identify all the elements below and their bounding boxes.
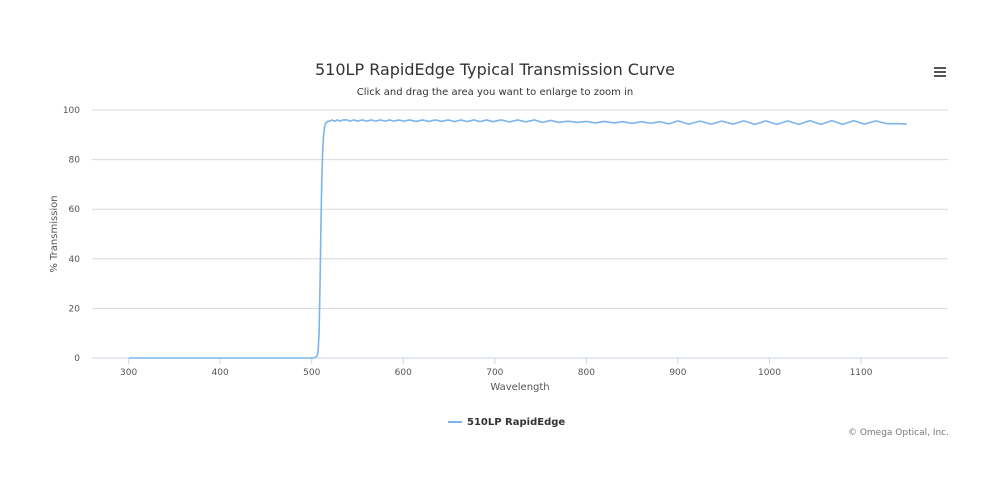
chart-title: 510LP RapidEdge Typical Transmission Cur… — [315, 60, 675, 79]
y-tick-label: 0 — [74, 354, 80, 364]
x-tick-label: 1000 — [758, 368, 781, 378]
credits-link[interactable]: © Omega Optical, Inc. — [847, 428, 949, 438]
y-tick-label: 80 — [69, 156, 81, 166]
y-tick-label: 20 — [69, 304, 81, 314]
y-tick-label: 100 — [63, 106, 80, 116]
series-group — [128, 119, 907, 359]
x-tick-label: 400 — [212, 368, 229, 378]
axes: 0 20 40 60 80 100 300 400 500 600 700 800 900 1000 110… — [63, 106, 948, 378]
x-tick-label: 700 — [486, 368, 503, 378]
x-tick-label: 900 — [669, 368, 686, 378]
x-tick-label: 500 — [303, 368, 320, 378]
x-tick-label: 800 — [578, 368, 595, 378]
x-axis-title: Wavelength — [490, 382, 549, 393]
x-tick-label: 600 — [395, 368, 412, 378]
x-tick-label: 1100 — [850, 368, 873, 378]
legend-label: 510LP RapidEdge — [467, 416, 566, 428]
chart-subtitle: Click and drag the area you want to enla… — [356, 87, 634, 98]
hamburger-menu-icon[interactable] — [930, 64, 950, 80]
series-line — [128, 119, 907, 359]
menu-bar-line — [934, 67, 946, 69]
y-tick-label: 40 — [69, 255, 81, 265]
grid-lines — [92, 109, 948, 359]
y-axis-title: % Transmission — [49, 195, 60, 272]
legend-line-symbol — [448, 421, 462, 423]
menu-bar-line — [934, 71, 946, 73]
x-tick-label: 300 — [120, 368, 137, 378]
menu-bar-line — [934, 75, 946, 77]
y-tick-label: 60 — [69, 205, 81, 215]
legend-item[interactable]: 510LP RapidEdge — [448, 414, 565, 430]
